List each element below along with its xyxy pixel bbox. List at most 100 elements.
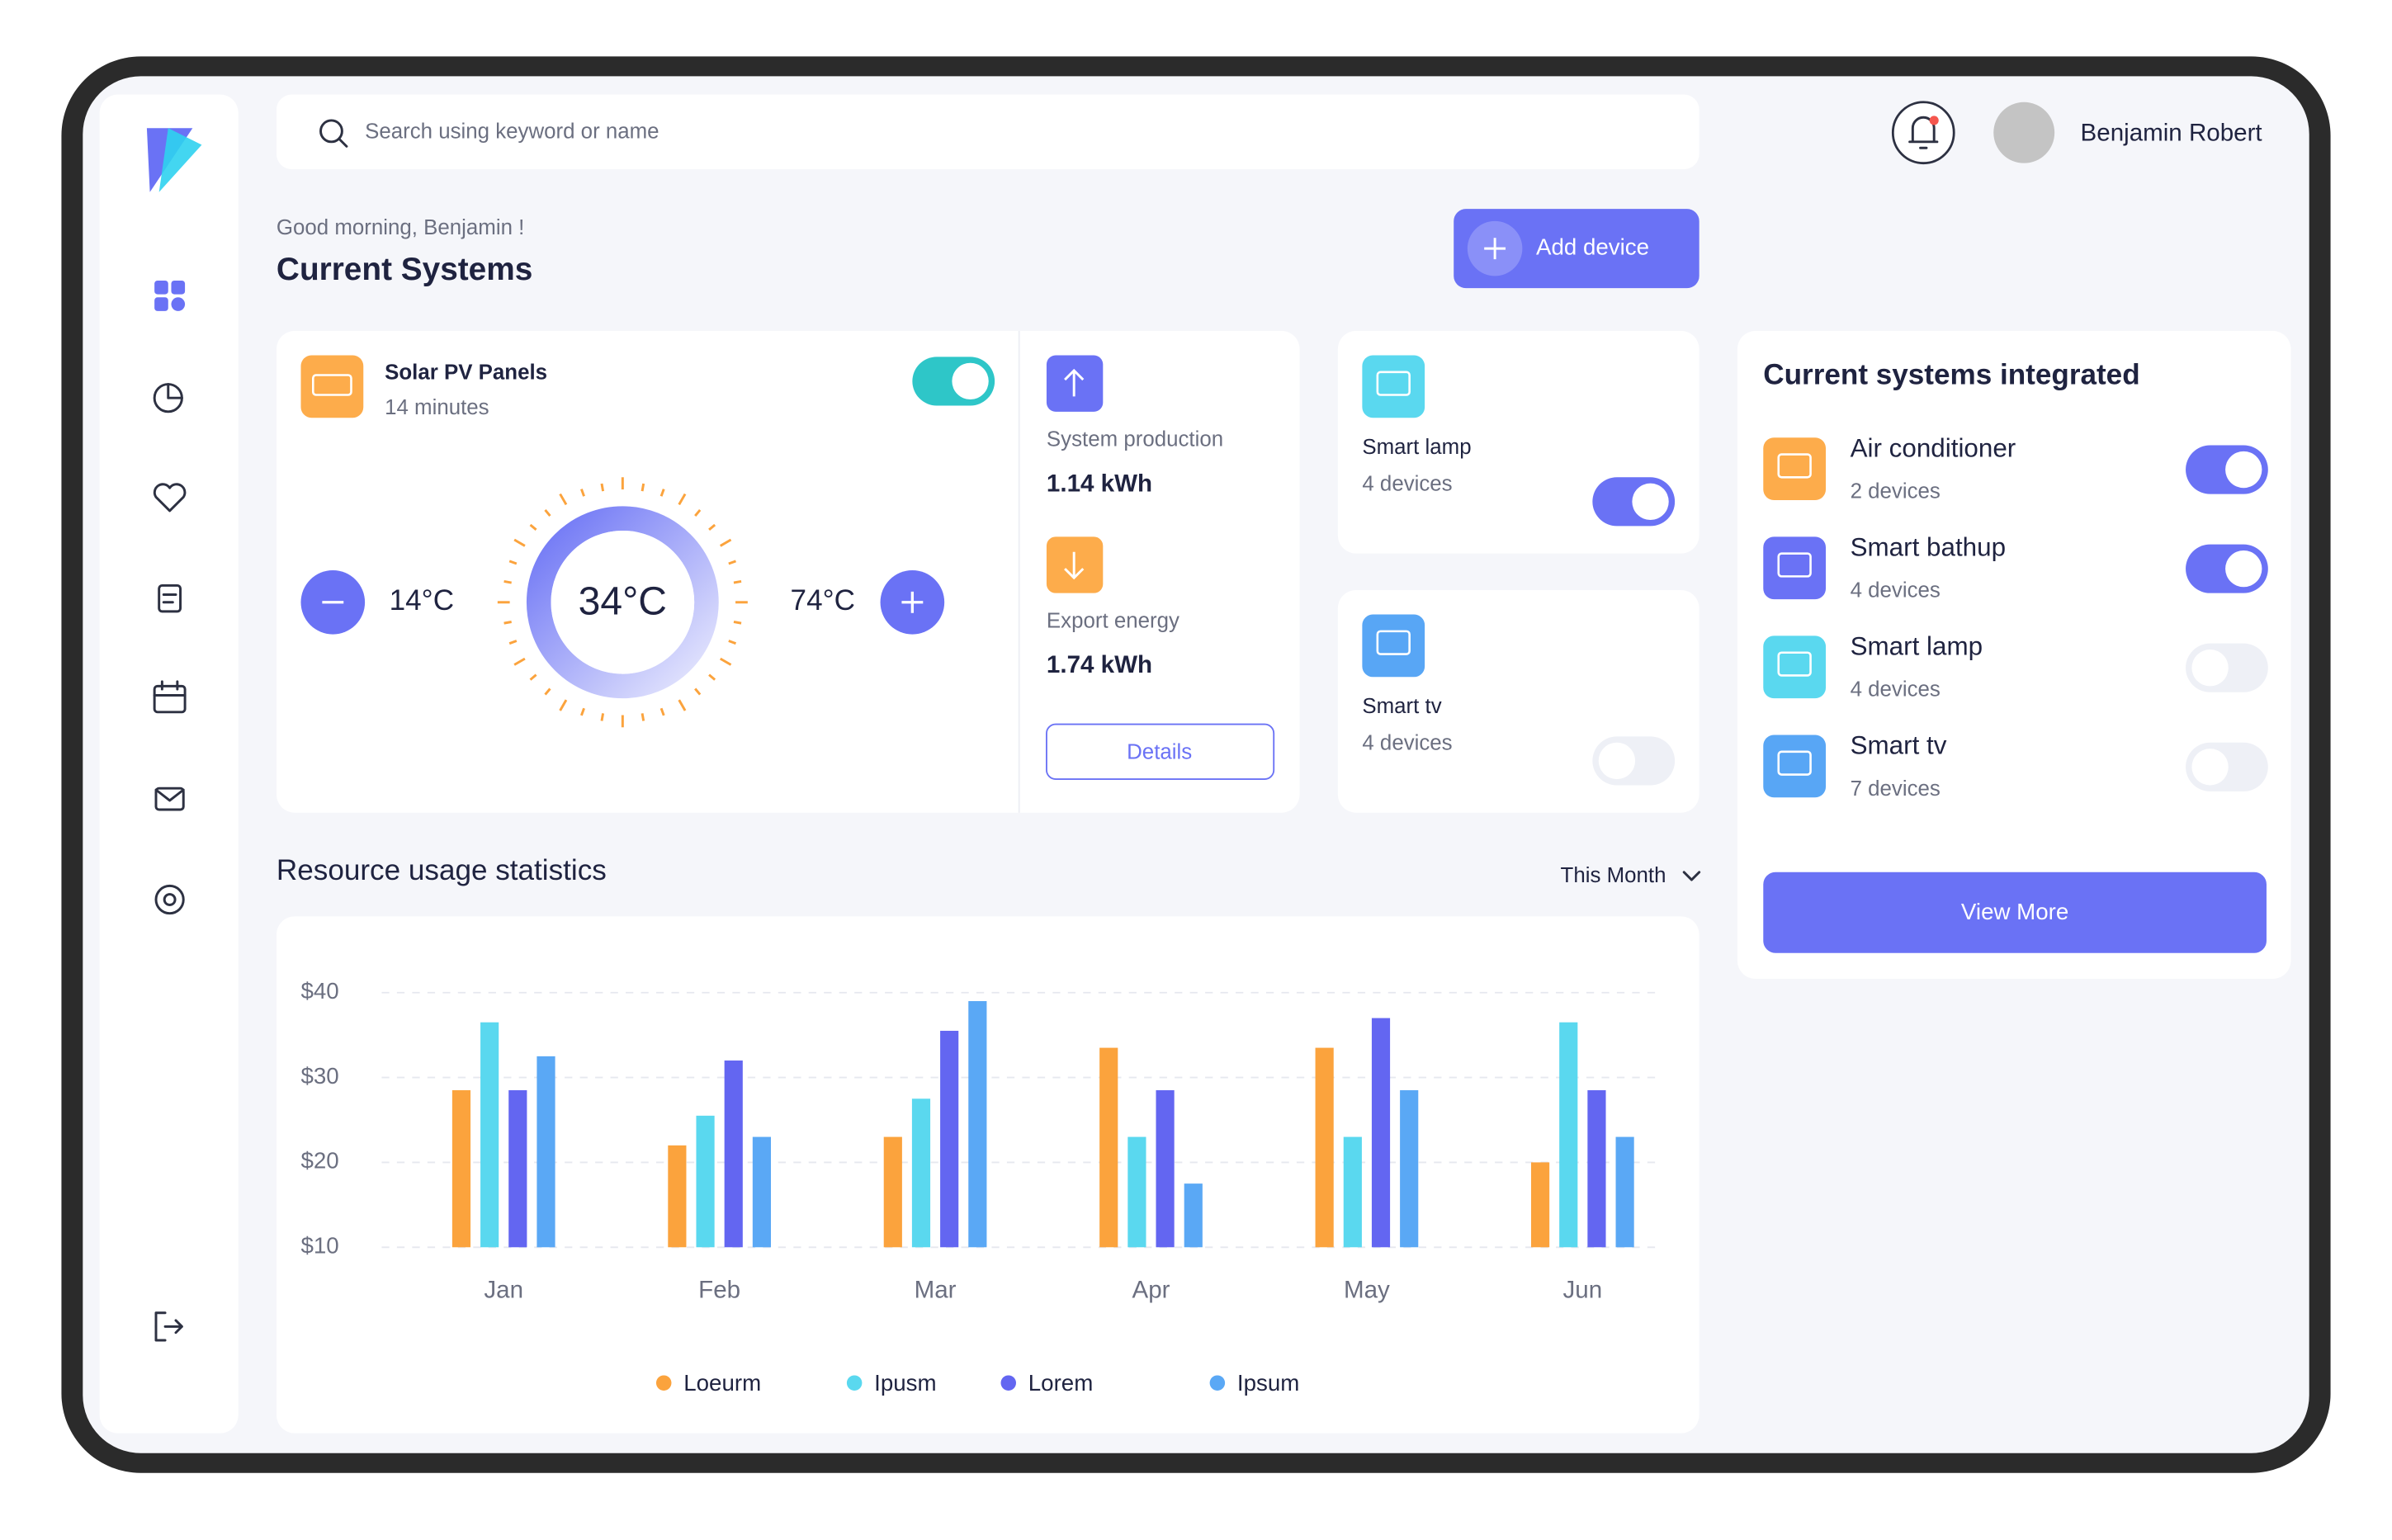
nav-documents[interactable] <box>158 583 182 613</box>
bar <box>451 1090 471 1248</box>
bar <box>883 1136 902 1248</box>
logo <box>146 128 202 192</box>
device-name: Smart lamp <box>1362 436 1471 459</box>
production-value: 1.14 kWh <box>1047 470 1152 497</box>
view-more-label: View More <box>1961 899 2068 924</box>
system-name: Smart tv <box>1851 731 1947 760</box>
system-count: 2 devices <box>1851 480 1941 503</box>
add-device-button[interactable] <box>1454 209 1699 289</box>
gauge-tick <box>678 699 687 711</box>
gauge-tick <box>529 523 537 531</box>
nav-mail[interactable] <box>154 787 185 811</box>
system-name: Smart bathup <box>1851 532 2006 561</box>
gauge-tick <box>513 538 526 547</box>
legend-label: Ipsum <box>1237 1370 1299 1396</box>
production-label: System production <box>1047 428 1223 451</box>
gauge-tick <box>513 657 526 666</box>
chart-card <box>276 916 1699 1434</box>
nav-logout[interactable] <box>154 1311 183 1342</box>
gauge-tick <box>708 673 716 681</box>
bar <box>668 1145 687 1248</box>
system-count: 4 devices <box>1851 579 1941 602</box>
gauge-tick <box>544 509 551 517</box>
y-tick-label: $10 <box>301 1233 339 1259</box>
gauge-tick <box>694 687 702 696</box>
low-temp: 14°C <box>390 584 454 616</box>
bar <box>968 1001 987 1248</box>
legend-label: Ipusm <box>874 1370 936 1396</box>
toggle-knob <box>952 362 989 400</box>
nav-favorites[interactable] <box>153 483 187 513</box>
bar <box>1184 1183 1203 1248</box>
system-name: Smart lamp <box>1851 631 1983 660</box>
sidebar <box>99 94 239 1434</box>
toggle-knob <box>2191 749 2229 786</box>
period-selector[interactable]: This Month <box>1561 864 1666 887</box>
system-count: 4 devices <box>1851 678 1941 702</box>
bar <box>1400 1090 1419 1248</box>
bar <box>940 1031 959 1248</box>
view-more-button[interactable] <box>1763 872 2267 953</box>
device-icon-glyph <box>1376 630 1411 655</box>
y-tick-label: $30 <box>301 1063 339 1089</box>
gauge-tick <box>559 699 568 711</box>
device-icon <box>1362 614 1425 678</box>
integrated-title: Current systems integrated <box>1763 359 2139 391</box>
system-icon-glyph <box>1777 651 1812 677</box>
bar <box>1587 1090 1606 1248</box>
notification-button[interactable] <box>1891 101 1955 165</box>
system-icon-glyph <box>1777 750 1812 776</box>
add-device-label: Add device <box>1536 234 1649 259</box>
bell-icon <box>1908 116 1939 149</box>
solar-name: Solar PV Panels <box>385 361 547 384</box>
bar <box>752 1136 772 1248</box>
solar-icon <box>300 355 364 418</box>
legend-swatch <box>1209 1375 1226 1391</box>
gauge-tick <box>678 493 687 506</box>
system-icon <box>1763 536 1827 600</box>
nav-stats[interactable] <box>153 383 183 413</box>
gauge-center <box>551 530 695 674</box>
gauge-tick <box>728 560 736 565</box>
device-count: 4 devices <box>1362 731 1452 754</box>
chart: $10 $20 $30 $40 Jan Feb Mar Apr May Jun Loeurm Ipus… <box>301 978 1663 1396</box>
current-temp: 34°C <box>579 579 667 623</box>
gauge-tick <box>733 621 742 625</box>
gauge-tick <box>503 621 512 625</box>
gauge-tick <box>508 560 518 565</box>
device-count: 4 devices <box>1362 472 1452 495</box>
nav-dashboard[interactable] <box>154 280 186 311</box>
device-name: Smart tv <box>1362 695 1441 718</box>
gauge-tick <box>559 493 568 506</box>
add-icon <box>1484 238 1506 260</box>
x-tick-label: Apr <box>1132 1277 1170 1304</box>
x-tick-label: Jan <box>484 1277 523 1304</box>
bar <box>1559 1022 1578 1248</box>
legend-swatch <box>655 1375 672 1391</box>
gauge-tick <box>641 713 645 721</box>
search-bar[interactable] <box>276 94 1699 170</box>
export-label: Export energy <box>1047 610 1179 633</box>
bar <box>1127 1136 1146 1248</box>
avatar[interactable] <box>1993 102 2055 163</box>
nav-settings[interactable] <box>154 884 185 915</box>
solar-time: 14 minutes <box>385 396 489 419</box>
gauge-tick <box>600 483 605 492</box>
bar <box>480 1022 499 1248</box>
gauge-tick <box>719 538 732 547</box>
gauge-tick <box>659 489 665 497</box>
nav-calendar[interactable] <box>153 680 187 714</box>
gauge-tick <box>600 713 605 721</box>
details-button[interactable] <box>1046 723 1275 781</box>
legend-label: Lorem <box>1028 1370 1094 1396</box>
gauge-tick <box>580 707 585 716</box>
device-icon <box>1362 355 1425 418</box>
bar <box>696 1115 715 1248</box>
page-title: Current Systems <box>277 252 532 287</box>
x-tick-label: Jun <box>1563 1277 1603 1304</box>
plus-icon <box>901 591 924 613</box>
bar <box>724 1061 743 1248</box>
export-value: 1.74 kWh <box>1047 651 1152 678</box>
gauge-tick <box>641 483 645 492</box>
arrow-down <box>1064 551 1085 580</box>
